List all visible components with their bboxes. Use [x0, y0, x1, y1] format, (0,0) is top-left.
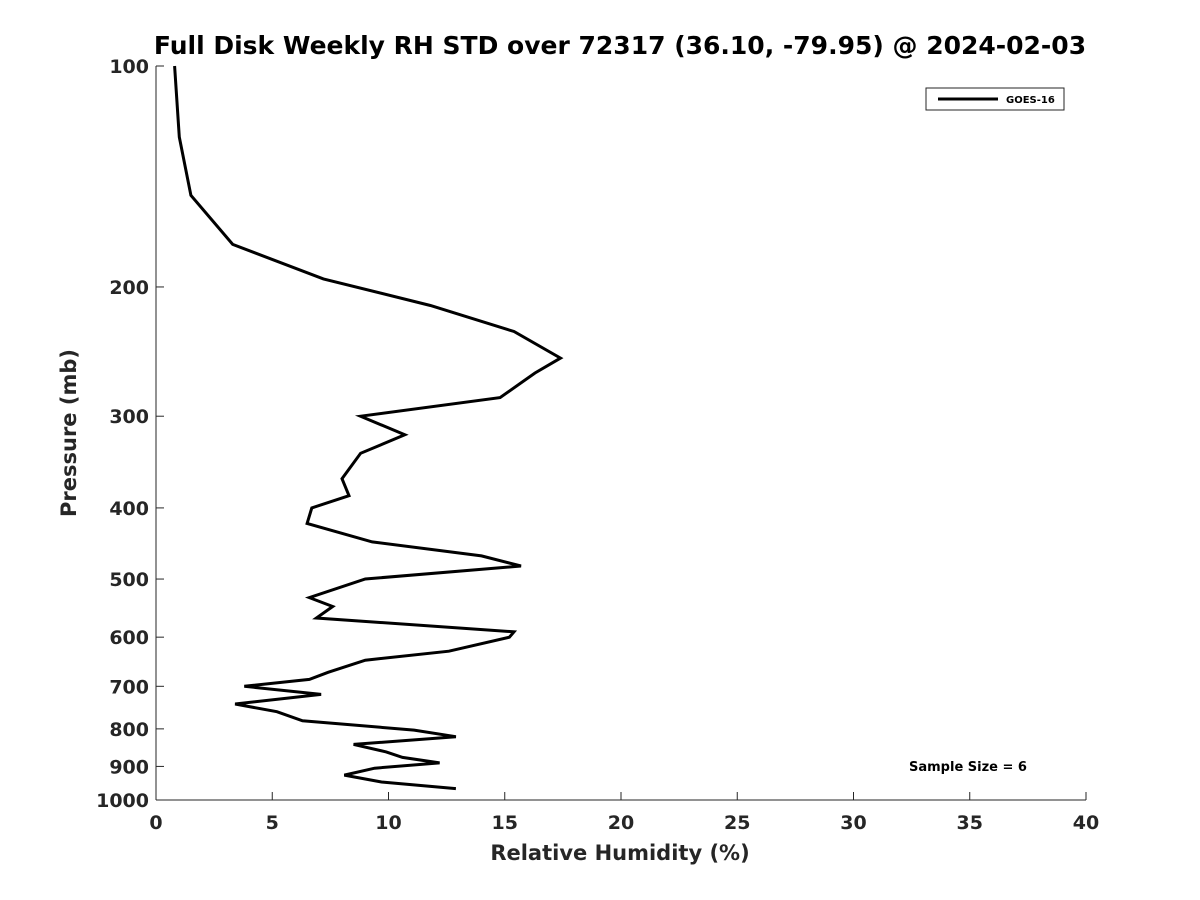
chart-title: Full Disk Weekly RH STD over 72317 (36.1… — [154, 31, 1086, 60]
x-tick-label: 0 — [149, 812, 162, 834]
x-tick-label: 40 — [1073, 812, 1099, 834]
legend-entry-goes-16: GOES-16 — [1006, 95, 1055, 106]
x-axis-label: Relative Humidity (%) — [490, 841, 749, 865]
x-tick-label: 30 — [840, 812, 866, 834]
y-tick-label: 700 — [109, 676, 149, 698]
y-axis-label: Pressure (mb) — [57, 349, 81, 517]
x-axis: 0 5 10 15 20 25 30 35 40 — [149, 792, 1099, 834]
y-tick-label: 100 — [109, 56, 149, 78]
y-tick-label: 200 — [109, 277, 149, 299]
y-tick-label: 300 — [109, 406, 149, 428]
x-tick-label: 25 — [724, 812, 750, 834]
x-tick-label: 35 — [957, 812, 983, 834]
y-tick-label: 900 — [109, 756, 149, 778]
legend: GOES-16 — [925, 87, 1065, 111]
y-tick-label: 800 — [109, 719, 149, 741]
series-line-goes-16 — [173, 65, 564, 791]
y-tick-label: 500 — [109, 569, 149, 591]
y-axis: 100 200 300 400 500 600 700 800 900 1000 — [96, 56, 164, 812]
x-tick-label: 5 — [266, 812, 279, 834]
x-tick-label: 10 — [375, 812, 401, 834]
x-tick-label: 15 — [492, 812, 518, 834]
y-tick-label: 600 — [109, 627, 149, 649]
x-tick-label: 20 — [608, 812, 634, 834]
y-tick-label: 1000 — [96, 790, 149, 812]
sample-size-annotation: Sample Size = 6 — [909, 760, 1027, 775]
y-tick-label: 400 — [109, 498, 149, 520]
